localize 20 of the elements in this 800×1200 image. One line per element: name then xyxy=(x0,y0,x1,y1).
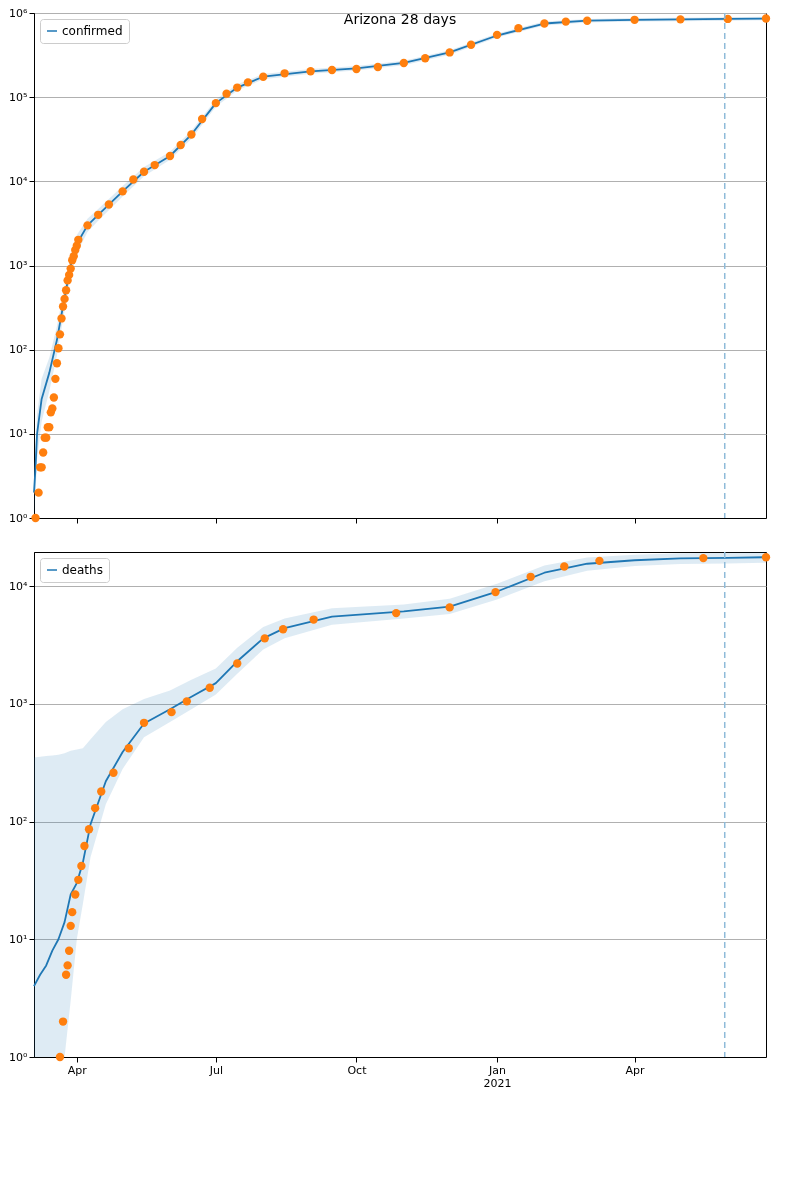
x-tick-label: Apr xyxy=(67,1063,88,1077)
x-tick-label: Jul xyxy=(208,1063,223,1077)
y-tick-label: 10⁴ xyxy=(9,174,29,188)
y-tick-label: 10¹ xyxy=(9,427,28,441)
y-tick-label: 10⁵ xyxy=(9,90,28,104)
y-tick-label: 10⁰ xyxy=(9,1050,29,1064)
y-tick-label: 10³ xyxy=(9,697,28,711)
legend-label: deaths xyxy=(62,563,103,577)
legend-label: confirmed xyxy=(62,24,123,38)
x-tick-label: Apr xyxy=(625,1063,646,1077)
y-tick-label: 10² xyxy=(9,343,28,357)
chart-title: Arizona 28 days xyxy=(343,11,457,27)
y-tick-label: 10⁴ xyxy=(9,579,29,593)
x-tick-label: Jan 2021 xyxy=(483,1063,512,1090)
y-tick-label: 10³ xyxy=(9,259,28,272)
y-tick-label: 10⁶ xyxy=(9,6,29,20)
x-tick-label: Oct xyxy=(347,1063,368,1077)
y-tick-label: 10² xyxy=(9,815,28,829)
y-tick-label: 10⁰ xyxy=(9,511,29,525)
y-tick-label: 10¹ xyxy=(9,932,28,946)
